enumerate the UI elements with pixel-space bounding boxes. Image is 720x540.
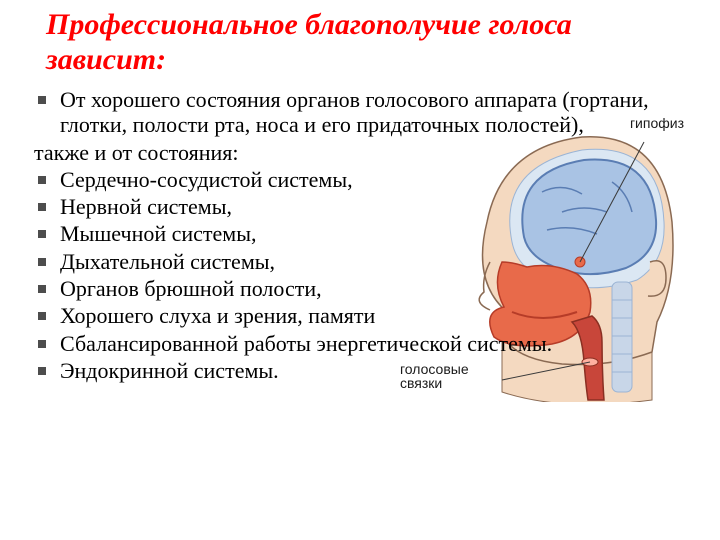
bullet-marker-icon [38,258,46,266]
bullet-item: Нервной системы, [34,194,686,219]
bullet-text: Хорошего слуха и зрения, памяти [60,303,375,328]
slide: Профессиональное благополучие голоса зав… [0,0,720,540]
bullet-marker-icon [38,367,46,375]
bullet-marker-icon [38,176,46,184]
bullet-marker-icon [38,230,46,238]
bullet-marker-icon [38,340,46,348]
bullet-marker-icon [38,96,46,104]
bullet-item: Мышечной системы, [34,221,686,246]
bullet-item: Органов брюшной полости, [34,276,686,301]
bullet-marker-icon [38,285,46,293]
bullet-text: Сердечно-сосудистой системы, [60,167,353,192]
plain-text: также и от состояния: [34,140,686,165]
bullet-text: Эндокринной системы. [60,358,279,383]
bullet-item: Дыхательной системы, [34,249,686,274]
slide-title: Профессиональное благополучие голоса зав… [46,8,686,77]
bullet-text: Дыхательной системы, [60,249,275,274]
bullet-item: Хорошего слуха и зрения, памяти [34,303,686,328]
bullet-text: Сбалансированной работы энергетической с… [60,331,552,356]
bullet-text: Органов брюшной полости, [60,276,322,301]
bullet-item: Сердечно-сосудистой системы, [34,167,686,192]
slide-body: От хорошего состояния органов голосового… [34,87,686,383]
bullet-item: Эндокринной системы. [34,358,686,383]
bullet-marker-icon [38,312,46,320]
bullet-text: Нервной системы, [60,194,232,219]
bullet-item: От хорошего состояния органов голосового… [34,87,686,138]
bullet-item: Сбалансированной работы энергетической с… [34,331,686,356]
bullet-marker-icon [38,203,46,211]
bullet-text: Мышечной системы, [60,221,257,246]
bullet-text: От хорошего состояния органов голосового… [60,87,686,138]
